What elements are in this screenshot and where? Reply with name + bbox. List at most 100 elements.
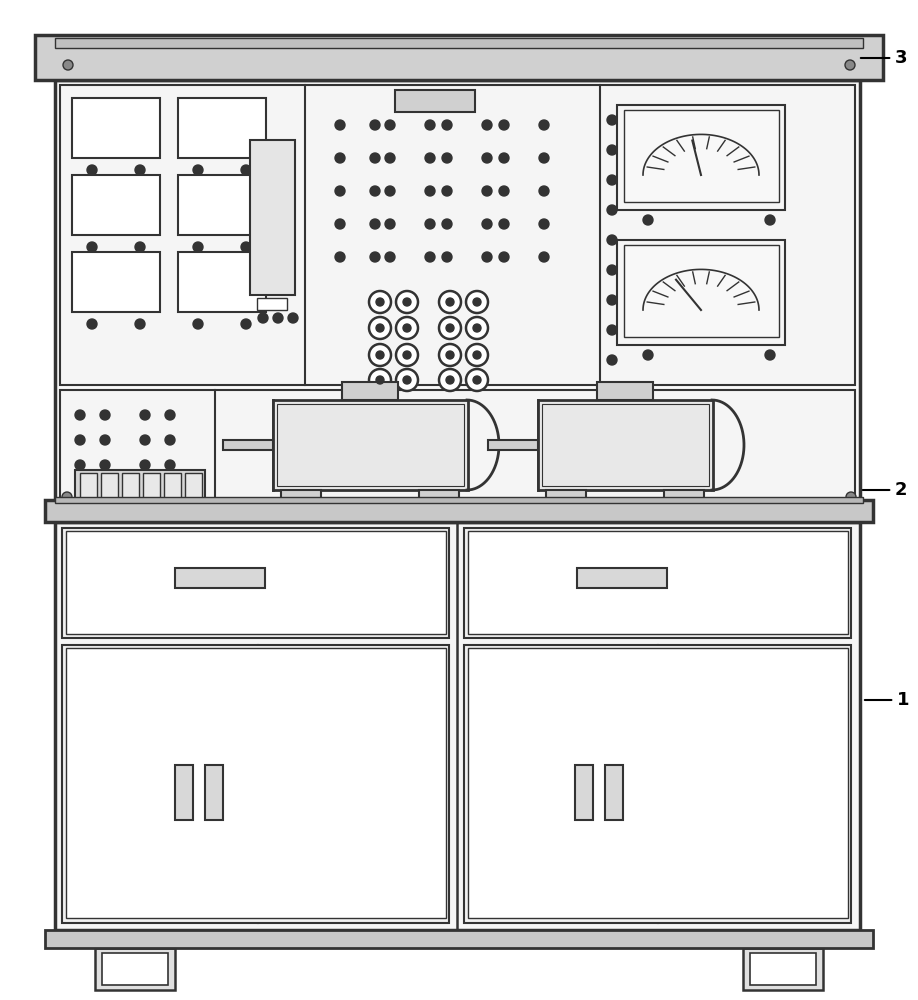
Bar	[55, 80, 860, 500]
Text: 1: 1	[865, 691, 910, 709]
Circle shape	[376, 376, 384, 384]
Bar	[624, 110, 779, 202]
Circle shape	[539, 252, 549, 262]
Circle shape	[376, 298, 384, 306]
Circle shape	[539, 120, 549, 130]
Circle shape	[370, 219, 380, 229]
Bar	[55, 497, 863, 503]
Circle shape	[396, 369, 418, 391]
Circle shape	[193, 319, 203, 329]
Bar	[342, 382, 398, 400]
Circle shape	[369, 317, 391, 339]
Circle shape	[335, 186, 345, 196]
Circle shape	[765, 215, 775, 225]
Bar	[577, 568, 667, 588]
Circle shape	[439, 317, 461, 339]
Text: 2: 2	[863, 481, 908, 499]
Bar	[273, 400, 468, 490]
Circle shape	[446, 351, 454, 359]
Circle shape	[539, 153, 549, 163]
Bar	[419, 490, 459, 504]
Circle shape	[482, 219, 492, 229]
Circle shape	[473, 298, 481, 306]
Circle shape	[425, 252, 435, 262]
Circle shape	[439, 369, 461, 391]
Circle shape	[193, 165, 203, 175]
Circle shape	[75, 460, 85, 470]
Bar	[468, 531, 848, 634]
Circle shape	[335, 252, 345, 262]
Bar	[223, 440, 273, 450]
Circle shape	[607, 295, 617, 305]
Circle shape	[425, 186, 435, 196]
Circle shape	[241, 165, 251, 175]
Circle shape	[140, 410, 150, 420]
Circle shape	[473, 376, 481, 384]
Bar	[45, 500, 873, 522]
Circle shape	[607, 235, 617, 245]
Circle shape	[473, 324, 481, 332]
Bar	[60, 390, 855, 500]
Circle shape	[87, 242, 97, 252]
Circle shape	[765, 350, 775, 360]
Bar	[101, 473, 118, 503]
Circle shape	[466, 369, 488, 391]
Bar	[575, 765, 593, 820]
Bar	[178, 252, 266, 312]
Bar	[205, 765, 223, 820]
Bar	[617, 240, 785, 345]
Bar	[597, 382, 653, 400]
Circle shape	[499, 252, 509, 262]
Bar	[72, 175, 160, 235]
Circle shape	[370, 120, 380, 130]
Circle shape	[370, 186, 380, 196]
Bar	[624, 245, 779, 337]
Circle shape	[466, 344, 488, 366]
Bar	[277, 404, 464, 486]
Circle shape	[241, 242, 251, 252]
Bar	[55, 522, 860, 930]
Circle shape	[439, 291, 461, 313]
Circle shape	[75, 435, 85, 445]
Circle shape	[100, 460, 110, 470]
Circle shape	[473, 351, 481, 359]
Circle shape	[385, 252, 395, 262]
Circle shape	[258, 313, 268, 323]
Circle shape	[425, 219, 435, 229]
Circle shape	[63, 60, 73, 70]
Bar	[488, 440, 538, 450]
Circle shape	[385, 219, 395, 229]
Circle shape	[62, 492, 72, 502]
Bar	[664, 490, 704, 504]
Circle shape	[425, 153, 435, 163]
Circle shape	[643, 215, 653, 225]
Circle shape	[396, 344, 418, 366]
Bar	[178, 175, 266, 235]
Bar	[538, 400, 713, 490]
Bar	[66, 648, 446, 918]
Circle shape	[100, 410, 110, 420]
Bar	[62, 645, 449, 923]
Circle shape	[403, 324, 411, 332]
Circle shape	[442, 153, 452, 163]
Circle shape	[369, 291, 391, 313]
Circle shape	[539, 186, 549, 196]
Circle shape	[165, 410, 175, 420]
Circle shape	[482, 153, 492, 163]
Bar	[185, 473, 202, 503]
Circle shape	[87, 319, 97, 329]
Bar	[55, 38, 863, 48]
Circle shape	[446, 324, 454, 332]
Bar	[75, 470, 205, 508]
Circle shape	[482, 120, 492, 130]
Circle shape	[607, 205, 617, 215]
Circle shape	[335, 153, 345, 163]
Circle shape	[135, 319, 145, 329]
Circle shape	[376, 324, 384, 332]
Circle shape	[335, 120, 345, 130]
Bar	[743, 948, 823, 990]
Circle shape	[607, 175, 617, 185]
Circle shape	[135, 165, 145, 175]
Text: 3: 3	[861, 49, 908, 67]
Bar	[464, 528, 851, 638]
